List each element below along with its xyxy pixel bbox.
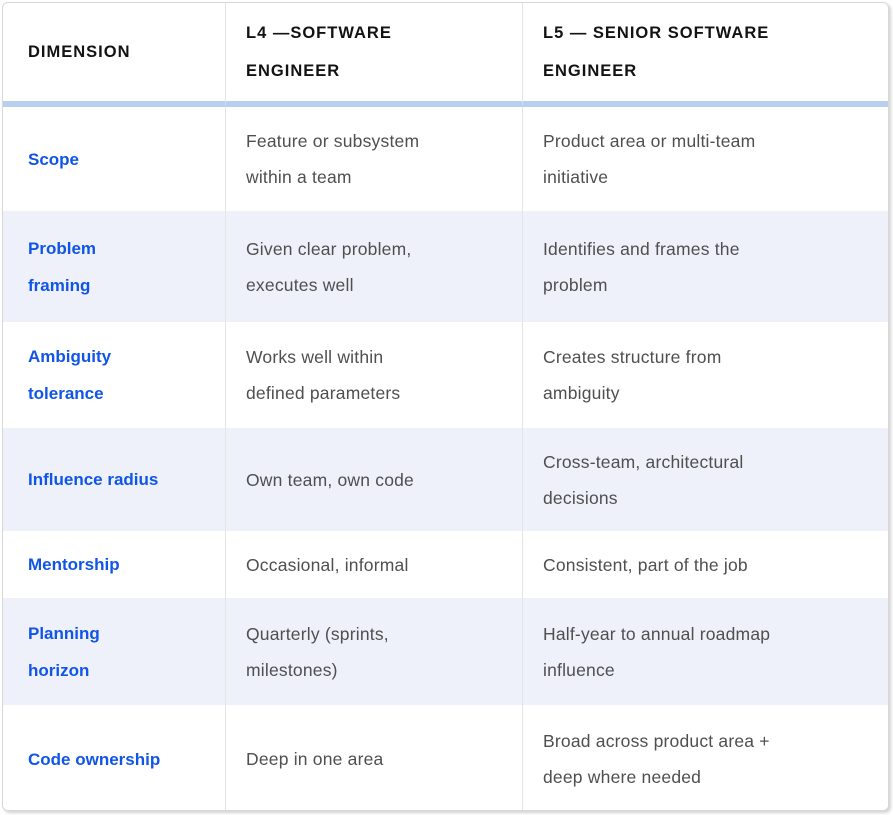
l4-cell: Deep in one area	[225, 705, 522, 810]
dimension-cell: Ambiguity tolerance	[3, 322, 225, 428]
column-header-l5: L5 — SENIOR SOFTWARE ENGINEER	[522, 3, 888, 107]
l4-value: Own team, own code	[246, 469, 414, 490]
table-row-influence-radius: Influence radius Own team, own code Cros…	[3, 428, 888, 531]
table-row-code-ownership: Code ownership Deep in one area Broad ac…	[3, 705, 888, 810]
dimension-cell: Influence radius	[3, 428, 225, 531]
l4-cell: Occasional, informal	[225, 531, 522, 598]
dimension-label: Planning horizon	[28, 623, 100, 680]
dimension-cell: Scope	[3, 107, 225, 211]
column-header-dimension-label: DIMENSION	[28, 43, 131, 61]
l4-cell: Given clear problem, executes well	[225, 211, 522, 322]
l5-value: Cross-team, architectural decisions	[543, 451, 744, 508]
column-header-dimension: DIMENSION	[3, 3, 225, 107]
l5-value: Broad across product area + deep where n…	[543, 731, 770, 787]
l4-value: Feature or subsystem within a team	[246, 131, 420, 187]
l5-value: Creates structure from ambiguity	[543, 347, 722, 403]
l5-value: Product area or multi-team initiative	[543, 131, 756, 187]
dimension-label: Scope	[28, 149, 80, 169]
l5-value: Half-year to annual roadmap influence	[543, 623, 771, 680]
l4-cell: Feature or subsystem within a team	[225, 107, 522, 211]
l5-cell: Creates structure from ambiguity	[522, 322, 888, 428]
dimension-label: Mentorship	[28, 555, 120, 574]
column-header-l4: L4 —SOFTWARE ENGINEER	[225, 3, 522, 107]
table-row-ambiguity-tolerance: Ambiguity tolerance Works well within de…	[3, 322, 888, 428]
table-row-scope: Scope Feature or subsystem within a team…	[3, 107, 888, 211]
l4-cell: Works well within defined parameters	[225, 322, 522, 428]
table-header-row: DIMENSION L4 —SOFTWARE ENGINEER L5 — SEN…	[3, 3, 888, 107]
l4-value: Occasional, informal	[246, 554, 409, 575]
l4-value: Deep in one area	[246, 749, 384, 769]
l5-cell: Identifies and frames the problem	[522, 211, 888, 322]
dimension-label: Code ownership	[28, 749, 161, 769]
l5-cell: Product area or multi-team initiative	[522, 107, 888, 211]
dimension-cell: Code ownership	[3, 705, 225, 810]
dimension-cell: Mentorship	[3, 531, 225, 598]
table-row-mentorship: Mentorship Occasional, informal Consiste…	[3, 531, 888, 598]
dimension-label: Influence radius	[28, 470, 159, 489]
column-header-l4-label: L4 —SOFTWARE ENGINEER	[246, 24, 392, 80]
dimension-cell: Problem framing	[3, 211, 225, 322]
l5-cell: Cross-team, architectural decisions	[522, 428, 888, 531]
dimension-label: Problem framing	[28, 238, 97, 295]
l4-value: Works well within defined parameters	[246, 347, 401, 403]
l4-cell: Own team, own code	[225, 428, 522, 531]
l5-cell: Broad across product area + deep where n…	[522, 705, 888, 810]
l5-cell: Consistent, part of the job	[522, 531, 888, 598]
l5-value: Identifies and frames the problem	[543, 238, 740, 295]
column-header-l5-label: L5 — SENIOR SOFTWARE ENGINEER	[543, 24, 770, 80]
table-row-planning-horizon: Planning horizon Quarterly (sprints, mil…	[3, 598, 888, 705]
l5-cell: Half-year to annual roadmap influence	[522, 598, 888, 705]
l4-value: Given clear problem, executes well	[246, 238, 412, 295]
dimension-label: Ambiguity tolerance	[28, 347, 112, 403]
table-row-problem-framing: Problem framing Given clear problem, exe…	[3, 211, 888, 322]
l4-cell: Quarterly (sprints, milestones)	[225, 598, 522, 705]
l5-value: Consistent, part of the job	[543, 554, 748, 575]
dimension-cell: Planning horizon	[3, 598, 225, 705]
l4-value: Quarterly (sprints, milestones)	[246, 623, 389, 680]
